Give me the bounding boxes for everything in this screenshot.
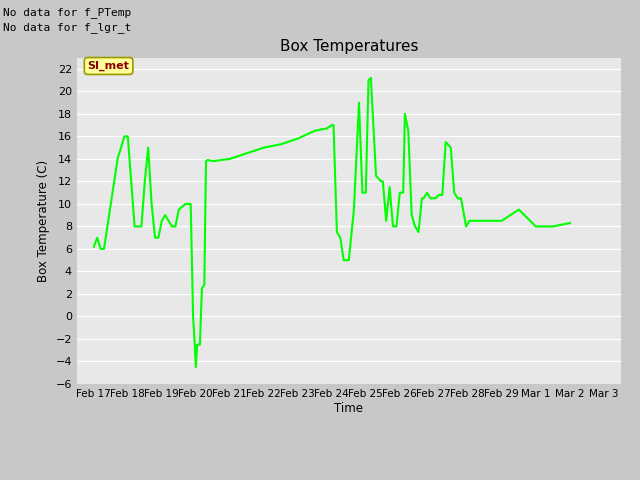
X-axis label: Time: Time <box>334 402 364 415</box>
Text: SI_met: SI_met <box>88 61 129 71</box>
Y-axis label: Box Temperature (C): Box Temperature (C) <box>37 160 50 282</box>
Text: No data for f_PTemp: No data for f_PTemp <box>3 7 131 18</box>
Text: No data for f_lgr_t: No data for f_lgr_t <box>3 22 131 33</box>
Title: Box Temperatures: Box Temperatures <box>280 39 418 54</box>
